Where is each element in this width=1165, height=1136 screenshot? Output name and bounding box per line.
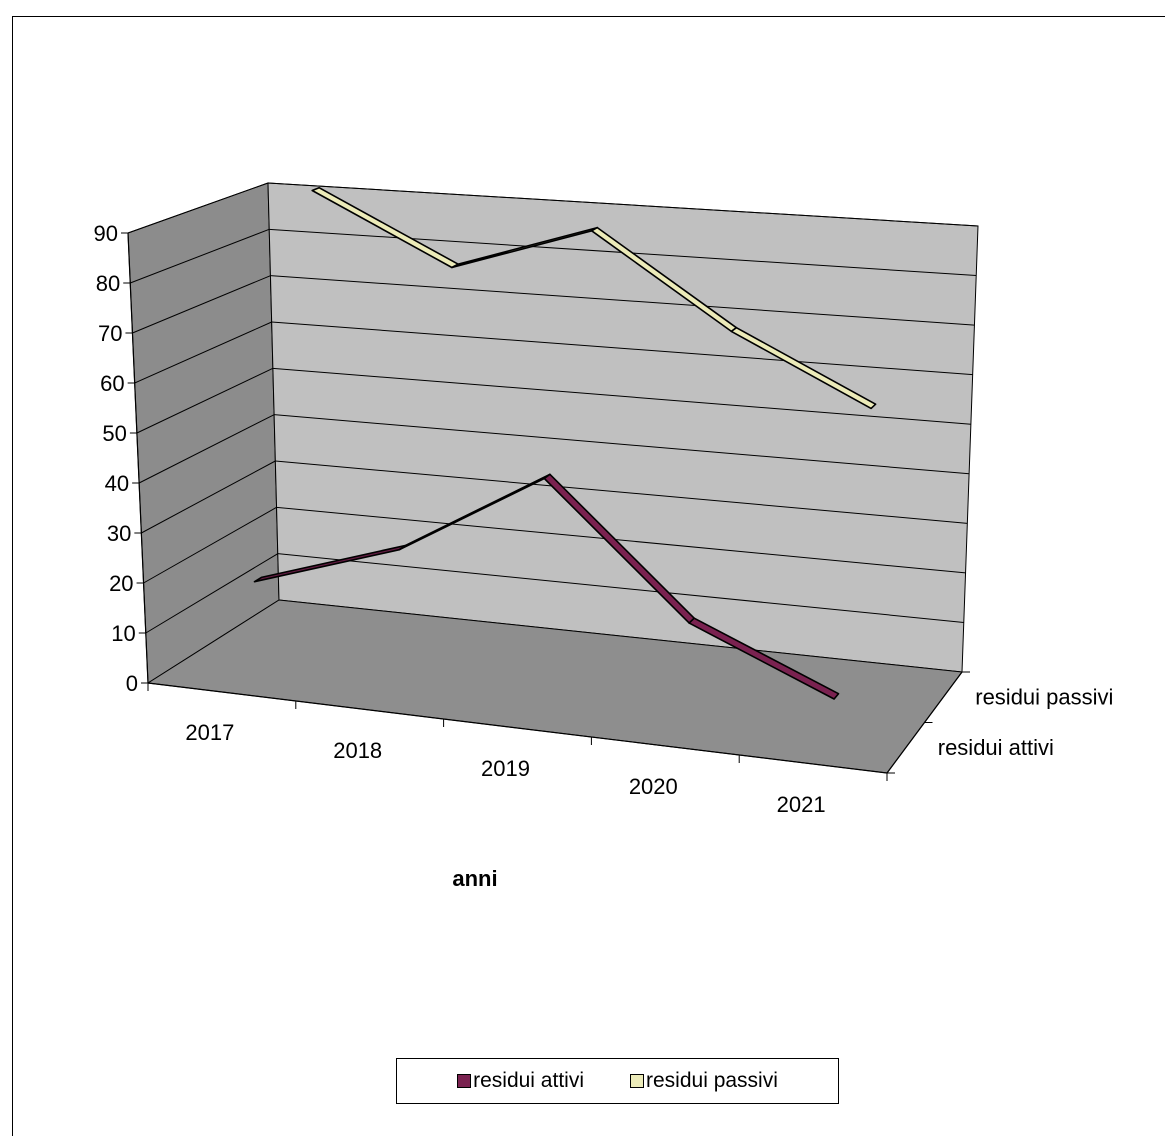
- side-gridline: [127, 182, 269, 234]
- side-gridline: [138, 414, 275, 484]
- y-tick-label: 40: [105, 471, 129, 496]
- y-ticks: 0 10 20 30 40 50 60 70 80 90: [94, 221, 148, 696]
- series-residui-attivi: [253, 473, 840, 700]
- chart-frame: [12, 16, 1165, 1136]
- x-tick-label: 2021: [777, 792, 826, 817]
- side-gridline: [143, 506, 277, 584]
- gridline: [272, 367, 971, 425]
- gridline: [276, 506, 966, 574]
- side-gridline: [141, 460, 276, 534]
- gridlines: [127, 182, 979, 634]
- legend-swatch-residui-attivi: [457, 1074, 472, 1088]
- series-segment: [730, 326, 877, 410]
- side-gridline: [145, 553, 279, 634]
- y-tick-label: 30: [107, 521, 131, 546]
- back-wall: [267, 182, 979, 673]
- gridline: [274, 414, 970, 475]
- chart-walls: [127, 182, 979, 774]
- gridline: [277, 553, 964, 623]
- side-gridline: [136, 367, 274, 434]
- depth-ticks: residui passivi residui attivi: [887, 671, 1113, 774]
- x-tick-label: 2017: [185, 720, 234, 745]
- series-residui-passivi: [311, 186, 877, 410]
- legend-label-residui-passivi: residui passivi: [646, 1069, 778, 1092]
- x-tick-label: 2018: [333, 738, 382, 763]
- legend-item-residui-passivi: residui passivi: [630, 1069, 778, 1093]
- legend-label-residui-attivi: residui attivi: [473, 1069, 584, 1092]
- legend: residui attivi residui passivi: [396, 1058, 839, 1104]
- gridline: [270, 275, 975, 326]
- x-tick-label: 2019: [481, 756, 530, 781]
- series-layer: [253, 186, 877, 700]
- y-tick-label: 50: [102, 421, 126, 446]
- series-segment: [688, 617, 840, 700]
- y-tick-label: 70: [98, 321, 122, 346]
- depth-tick-label: residui attivi: [938, 735, 1054, 760]
- x-ticks: 2017 2018 2019 2020 2021: [147, 683, 888, 817]
- y-tick-label: 10: [111, 621, 135, 646]
- gridline: [267, 182, 979, 227]
- depth-tick-label: residui passivi: [975, 684, 1113, 709]
- side-gridline: [132, 275, 271, 334]
- x-axis-title: anni: [452, 866, 497, 891]
- y-tick-label: 90: [94, 221, 118, 246]
- x-axis-line: [147, 682, 888, 774]
- legend-swatch-residui-passivi: [630, 1074, 644, 1088]
- y-axis-line: [127, 232, 149, 684]
- gridline: [275, 460, 968, 524]
- side-wall: [127, 182, 280, 684]
- y-tick-label: 60: [100, 371, 124, 396]
- x-tick-label: 2020: [629, 774, 678, 799]
- y-tick-label: 20: [109, 571, 133, 596]
- y-tick-label: 0: [126, 671, 138, 696]
- legend-item-residui-attivi: residui attivi: [457, 1069, 584, 1093]
- side-gridline: [134, 321, 272, 384]
- side-gridline: [130, 228, 270, 284]
- y-tick-label: 80: [96, 271, 120, 296]
- gridline: [271, 321, 973, 376]
